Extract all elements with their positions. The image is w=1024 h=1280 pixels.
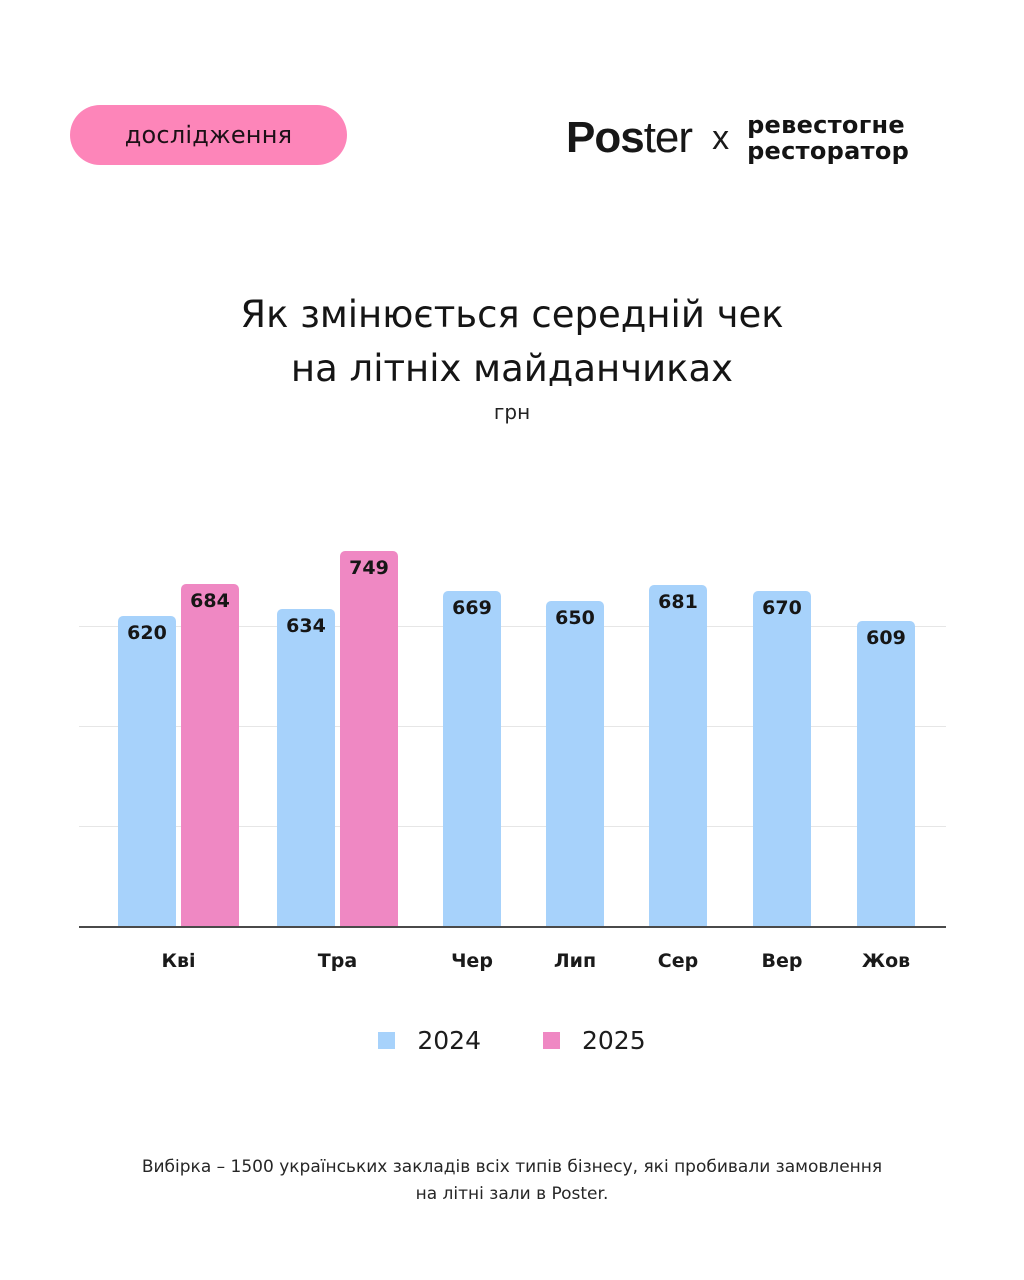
legend-swatch-2024 [378, 1032, 396, 1049]
gridline [79, 626, 946, 627]
bar-2025: 684 [181, 584, 239, 926]
research-badge: дослідження [70, 105, 347, 165]
x-axis-label: Жов [861, 950, 911, 972]
chart-title: Як змінюється середній чек на літніх май… [0, 288, 1024, 396]
partner-logo-line2: ресторатор [747, 137, 910, 165]
poster-logo-light: ter [643, 113, 693, 162]
legend-label-2024: 2024 [417, 1026, 481, 1055]
partner-logo: & ревестогне ресторатор [747, 100, 910, 165]
x-axis-label: Чер [451, 950, 493, 972]
bar-value-label: 681 [658, 591, 698, 613]
legend-swatch-2025 [543, 1032, 560, 1049]
partner-logo-line1: ревестогне [747, 111, 906, 139]
chart-title-line2: на літніх майданчиках [290, 347, 734, 390]
bar-value-label: 684 [190, 590, 230, 612]
footnote-line1: Вибірка – 1500 українських закладів всіх… [141, 1157, 883, 1177]
x-axis-label: Кві [161, 950, 196, 972]
bar-value-label: 650 [555, 607, 595, 629]
bar-2024: 634 [277, 609, 335, 926]
x-axis-label: Вер [761, 950, 803, 972]
bar-2024: 670 [753, 591, 811, 926]
bar-2024: 609 [857, 621, 915, 926]
chart-unit: грн [493, 400, 531, 424]
research-badge-label: дослідження [124, 121, 293, 149]
bar-value-label: 749 [349, 557, 389, 579]
x-axis-label: Сер [657, 950, 699, 972]
legend-label-2025: 2025 [582, 1026, 646, 1055]
bar-value-label: 609 [866, 627, 906, 649]
bar-chart-plot: 620 684 634 749 669 650 681 670 609 [79, 500, 946, 928]
gridline [79, 726, 946, 727]
gridline [79, 826, 946, 827]
bar-2024: 681 [649, 585, 707, 926]
brand-logos: Poster x & ревестогне ресторатор [566, 100, 910, 168]
bar-2024: 650 [546, 601, 604, 926]
x-axis-line [79, 926, 946, 928]
bar-2024: 620 [118, 616, 176, 926]
x-axis-label: Тра [317, 950, 358, 972]
bar-2025: 749 [340, 551, 398, 926]
poster-logo: Poster [566, 113, 693, 163]
brand-separator: x [712, 118, 730, 157]
chart-title-line1: Як змінюється середній чек [240, 293, 784, 336]
bar-value-label: 669 [452, 597, 492, 619]
footnote-line2: на літні зали в Poster. [415, 1184, 609, 1204]
sample-footnote: Вибірка – 1500 українських закладів всіх… [0, 1154, 1024, 1208]
legend-item-2024: 2024 [378, 1026, 481, 1055]
bar-2024: 669 [443, 591, 501, 926]
poster-logo-bold: Pos [566, 113, 645, 162]
bar-value-label: 634 [286, 615, 326, 637]
chart-legend: 2024 2025 [0, 1026, 1024, 1055]
x-axis-label: Лип [553, 950, 597, 972]
bar-value-label: 620 [127, 622, 167, 644]
legend-item-2025: 2025 [543, 1026, 646, 1055]
bar-value-label: 670 [762, 597, 802, 619]
